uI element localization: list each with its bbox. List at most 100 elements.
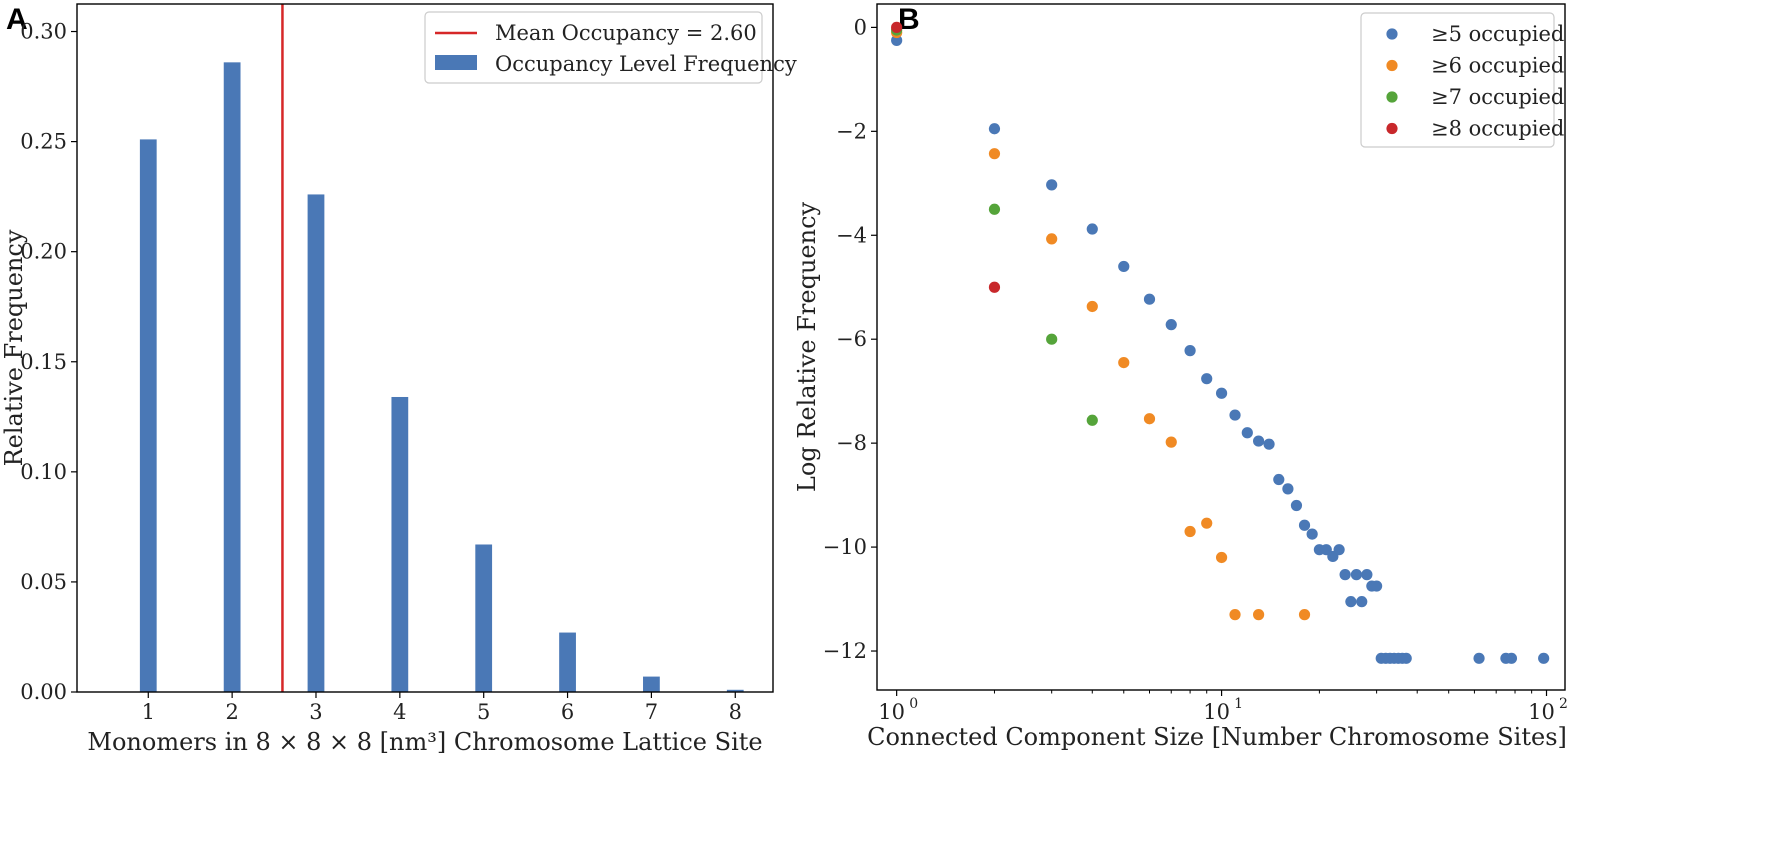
scatter-point [988,203,1001,215]
scatter-point [1086,223,1098,235]
bar-4 [391,396,409,692]
scatter-point [1229,409,1241,421]
x-tick-label: 3 [309,700,322,724]
y-tick-label: 0.05 [20,570,67,594]
legend-label: ≥5 occupied [1431,22,1564,46]
bar-5 [475,544,493,692]
scatter-point [1118,356,1130,369]
scatter-point [1400,652,1412,664]
x-tick-label: 10 [878,700,905,724]
scatter-point [1143,413,1156,425]
panel-b-frame [876,3,1566,691]
scatter-point [1118,260,1130,273]
scatter-point [1201,373,1213,385]
y-tick-label: −4 [836,223,867,247]
bar-2 [223,62,241,692]
y-tick-label: 0.10 [20,460,67,484]
scatter-point [1273,473,1285,486]
legend-marker [1386,59,1398,72]
panel-a-legend: Mean Occupancy = 2.60 Occupancy Level Fre… [424,11,797,84]
bar-8 [726,689,744,692]
y-tick-label: 0.25 [20,130,67,154]
panel-b-scatter-chart: 0−2−4−6−8−10−12 10 0 10 1 10 2 Connected Comp… [793,3,1568,751]
bar-3 [307,194,325,692]
series-5-occupied [891,34,1550,664]
y-tick-label: −12 [823,639,867,663]
series-8-occupied [891,21,1001,293]
scatter-point [1086,414,1098,426]
series-7-occupied [891,24,1098,426]
scatter-point [1263,438,1275,450]
scatter-point [1345,596,1357,608]
scatter-point [1215,551,1228,564]
panel-a-y-axis-label: Relative Frequency [0,229,28,466]
scatter-point [1298,609,1311,621]
scatter-point [1361,569,1373,581]
scatter-point [1290,499,1303,512]
scatter-point [1215,387,1228,399]
scatter-point [1282,483,1294,495]
scatter-point [1241,427,1253,439]
panel-b-points [891,21,1550,664]
panel-b-x-ticks: 10 0 10 1 10 2 [878,690,1568,724]
panel-a-x-axis-label: Monomers in 8 × 8 × 8 [nm³] Chromosome L… [87,728,762,756]
scatter-point [1165,436,1177,448]
legend-label-mean: Mean Occupancy = 2.60 [495,21,757,45]
legend-marker [1386,91,1398,103]
bar-6 [559,632,576,692]
scatter-point [1046,233,1058,245]
panel-a-bars [139,62,744,692]
scatter-point [1356,596,1368,608]
scatter-point [1306,528,1318,540]
scatter-point [988,148,1001,160]
scatter-point [1229,609,1241,621]
x-tick-label: 10 [1528,700,1555,724]
scatter-point [1184,525,1196,538]
scatter-point [1165,319,1177,331]
panel-a-bar-chart: 0.00 0.05 0.10 0.15 0.20 0.25 0.30 1 2 3 4 5 6 7 8 Mo… [0,3,797,756]
panel-b-legend: ≥5 occupied ≥6 occupied ≥7 occupied ≥8 occu… [1360,12,1564,148]
panel-a-x-ticks: 1 2 3 4 5 6 7 8 [142,692,742,724]
x-tick-exponent: 1 [1234,696,1243,712]
y-tick-label: −6 [836,327,867,351]
scatter-point [1339,569,1351,581]
legend-label-bars: Occupancy Level Frequency [495,52,797,76]
scatter-point [988,123,1001,135]
scatter-point [1333,544,1345,556]
bar-7 [643,676,660,692]
x-tick-exponent: 2 [1559,696,1568,712]
scatter-point [1350,569,1363,581]
panel-a-frame [76,3,774,693]
scatter-point [1046,333,1058,345]
x-tick-label: 5 [477,700,490,724]
legend-marker [1386,122,1398,135]
scatter-point [1473,652,1485,664]
panel-letter-b: B [898,3,920,36]
panel-b-y-ticks: 0 −2 −4 −6 −8 −10 −12 [823,15,877,663]
scatter-point [1505,652,1518,664]
y-tick-label: 0 [854,15,867,39]
y-tick-label: −8 [836,431,867,455]
scatter-point [1253,609,1265,621]
series-6-occupied [891,26,1311,621]
y-tick-label: −10 [823,535,867,559]
scatter-point [1046,179,1058,191]
scatter-point [1201,517,1213,529]
scatter-point [891,34,903,46]
bar-1 [139,139,157,692]
scatter-point [1086,300,1098,313]
x-tick-label: 6 [561,700,574,724]
x-tick-label: 4 [393,700,406,724]
scatter-point [1298,519,1311,531]
x-tick-label: 1 [142,700,155,724]
scatter-point [891,21,903,33]
legend-bar-swatch [435,55,477,70]
y-tick-label: 0.15 [20,350,67,374]
legend-box [424,11,763,84]
x-tick-label: 7 [645,700,658,724]
x-tick-exponent: 0 [909,696,918,712]
scatter-point [1143,293,1156,305]
scatter-point [1184,345,1196,357]
scatter-point [988,281,1001,293]
y-tick-label: 0.20 [20,240,67,264]
